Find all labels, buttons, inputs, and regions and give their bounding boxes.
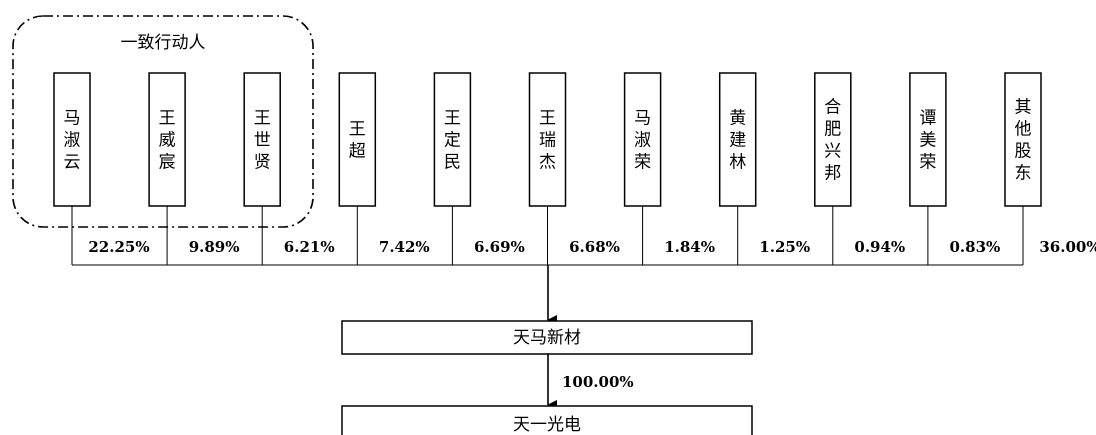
shareholder-percent: 0.94% <box>854 238 905 256</box>
shareholder-item: 王世贤 6.21% <box>243 72 335 265</box>
shareholder-item: 黄建林 1.25% <box>718 72 810 265</box>
parent-company-name: 天马新材 <box>513 328 581 348</box>
shareholder-box <box>909 72 947 207</box>
shareholder-name: 马淑云 <box>64 109 81 173</box>
shareholder-item: 王瑞杰 6.68% <box>528 72 620 265</box>
shareholder-percent: 7.42% <box>379 238 430 256</box>
shareholder-item: 谭美荣 0.83% <box>909 72 1001 265</box>
shareholder-name: 其他股东 <box>1015 98 1032 184</box>
shareholder-name: 王威宸 <box>159 109 176 173</box>
shareholder-percent: 36.00% <box>1039 238 1096 256</box>
shareholder-name: 王瑞杰 <box>539 109 556 173</box>
shareholder-percent: 1.25% <box>759 238 810 256</box>
shareholder-name: 黄建林 <box>729 109 746 173</box>
shareholder-item: 合肥兴邦 0.94% <box>814 72 905 265</box>
shareholder-box <box>338 72 377 207</box>
shareholder-box <box>814 72 852 207</box>
shareholder-list: 马淑云 22.25% 王威宸 9.89% 王世贤 6.21% 王超 7.42% 王定民 6.69%… <box>53 72 1096 265</box>
subsidiary-company-box <box>341 405 753 435</box>
shareholder-item: 王定民 6.69% <box>433 72 525 265</box>
shareholder-name: 谭美荣 <box>919 109 936 173</box>
shareholder-percent: 6.68% <box>569 238 620 256</box>
shareholder-box <box>1004 72 1042 207</box>
shareholder-item: 马淑云 22.25% <box>53 72 150 265</box>
shareholder-percent: 1.84% <box>664 238 715 256</box>
shareholder-box <box>148 72 186 207</box>
shareholder-name: 合肥兴邦 <box>824 98 841 184</box>
shareholder-percent: 9.89% <box>189 238 240 256</box>
shareholder-item: 马淑荣 1.84% <box>623 72 715 265</box>
shareholder-item: 王超 7.42% <box>338 72 430 265</box>
concerted-action-group-label: 一致行动人 <box>121 33 206 53</box>
shareholder-name: 王世贤 <box>254 109 271 173</box>
shareholder-item: 其他股东 36.00% <box>1004 72 1096 265</box>
shareholder-percent: 6.69% <box>474 238 525 256</box>
shareholder-percent: 22.25% <box>88 238 149 256</box>
shareholder-box <box>528 72 567 207</box>
subsidiary-company-name: 天一光电 <box>513 415 581 435</box>
shareholder-name: 王定民 <box>444 109 461 173</box>
shareholder-box <box>243 72 281 207</box>
concerted-action-group-frame <box>12 15 314 228</box>
shareholder-box <box>718 72 757 207</box>
shareholder-percent: 6.21% <box>284 238 335 256</box>
shareholder-item: 王威宸 9.89% <box>148 72 240 265</box>
subsidiary-ownership-percent: 100.00% <box>562 373 634 391</box>
parent-company-box <box>341 320 753 355</box>
shareholder-name: 马淑荣 <box>634 109 651 173</box>
shareholder-name: 王超 <box>349 120 366 162</box>
shareholder-box <box>433 72 472 207</box>
shareholder-percent: 0.83% <box>950 238 1001 256</box>
